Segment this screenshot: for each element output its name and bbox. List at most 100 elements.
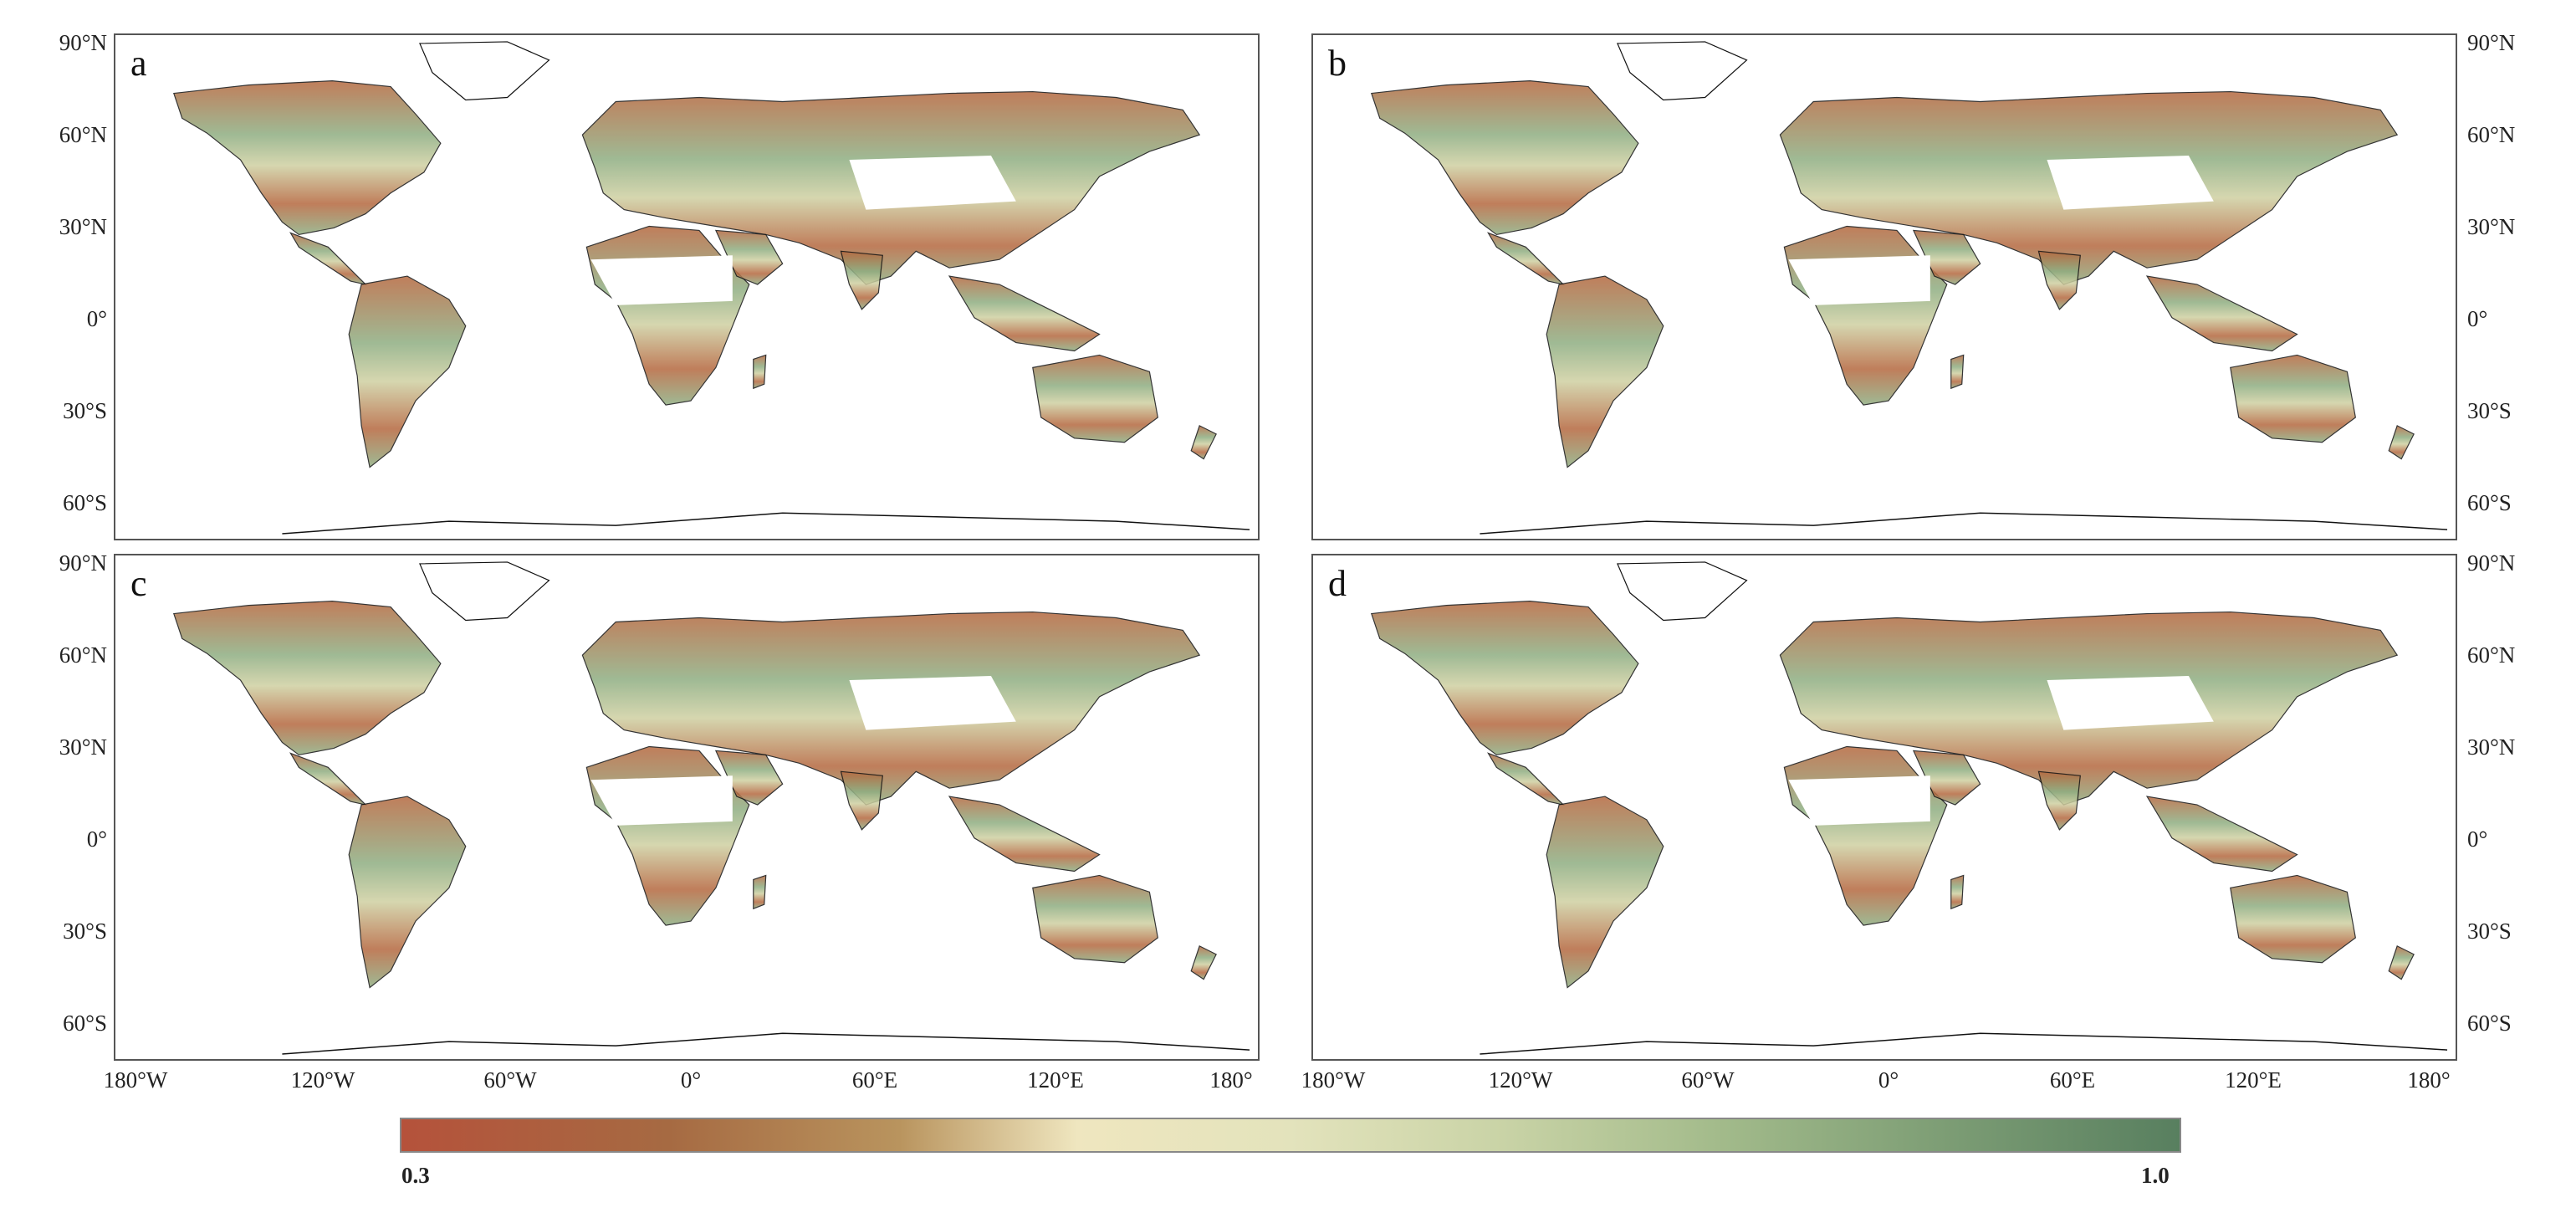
map-panel-d: d bbox=[1311, 554, 2457, 1061]
continent-south-america bbox=[1546, 275, 1664, 468]
continent-new-zealand bbox=[2388, 425, 2415, 460]
lon-label-0: 0° bbox=[680, 1067, 702, 1093]
continent-central-america bbox=[289, 232, 367, 286]
continent-greenland bbox=[419, 41, 550, 101]
continent-madagascar bbox=[753, 874, 767, 910]
lat-label-30s: 30°S bbox=[63, 919, 107, 944]
continent-arabia bbox=[714, 750, 784, 806]
lat-label-60s: 60°S bbox=[63, 1011, 107, 1036]
no-data-area bbox=[849, 156, 1016, 210]
continent-se-asia bbox=[948, 796, 1101, 873]
panel-label: c bbox=[130, 563, 147, 604]
continent-north-america bbox=[1370, 80, 1639, 236]
continent-australia bbox=[1032, 354, 1159, 443]
continent-central-america bbox=[1487, 752, 1565, 806]
continent-madagascar bbox=[753, 354, 767, 390]
lat-label-90n: 90°N bbox=[2467, 30, 2516, 55]
continent-africa bbox=[585, 225, 750, 406]
lon-label-120w: 120°W bbox=[290, 1067, 355, 1093]
lat-label-0: 0° bbox=[2467, 306, 2488, 331]
lat-label-60n: 60°N bbox=[59, 642, 107, 668]
lat-label-60s: 60°S bbox=[63, 490, 107, 515]
world-map bbox=[172, 561, 1250, 1055]
lon-label-60e: 60°E bbox=[851, 1067, 898, 1093]
world-map bbox=[172, 41, 1250, 535]
continent-india bbox=[2037, 250, 2081, 310]
lon-label-180w: 180°W bbox=[1301, 1067, 1366, 1093]
lon-label-60w: 60°W bbox=[483, 1067, 537, 1093]
lat-label-60s: 60°S bbox=[2467, 490, 2512, 515]
map-panel-c: c bbox=[114, 554, 1260, 1061]
lat-label-30n: 30°N bbox=[59, 214, 107, 239]
lat-label-30n: 30°N bbox=[2467, 734, 2516, 760]
no-data-area bbox=[849, 676, 1016, 730]
continent-antarctica bbox=[1480, 512, 2448, 535]
continent-madagascar bbox=[1950, 354, 1965, 390]
continent-india bbox=[2037, 770, 2081, 831]
world-map bbox=[1370, 41, 2448, 535]
colorbar-max-label: 1.0 bbox=[2141, 1163, 2170, 1188]
continent-africa bbox=[585, 745, 750, 926]
continent-africa bbox=[1783, 225, 1948, 406]
continent-australia bbox=[1032, 874, 1159, 964]
lon-label-120e: 120°E bbox=[2225, 1067, 2282, 1093]
continent-se-asia bbox=[2145, 796, 2298, 873]
lat-label-30n: 30°N bbox=[59, 734, 107, 760]
lon-label-180: 180° bbox=[1209, 1067, 1253, 1093]
continent-africa bbox=[1783, 745, 1948, 926]
continent-north-america bbox=[172, 601, 442, 756]
continent-south-america bbox=[1546, 796, 1664, 989]
continent-arabia bbox=[714, 229, 784, 285]
lon-label-0: 0° bbox=[1878, 1067, 1899, 1093]
continent-australia bbox=[2230, 874, 2357, 964]
continent-south-america bbox=[348, 796, 467, 989]
lat-label-90n: 90°N bbox=[59, 550, 107, 576]
continent-new-zealand bbox=[1190, 425, 1217, 460]
no-data-area bbox=[590, 255, 733, 305]
lat-label-90n: 90°N bbox=[2467, 550, 2516, 576]
continent-greenland bbox=[1617, 41, 1748, 101]
no-data-area bbox=[2047, 676, 2214, 730]
continent-madagascar bbox=[1950, 874, 1965, 910]
continent-australia bbox=[2230, 354, 2357, 443]
panel-label: d bbox=[1328, 563, 1347, 604]
lat-label-60s: 60°S bbox=[2467, 1011, 2512, 1036]
lon-label-60e: 60°E bbox=[2049, 1067, 2096, 1093]
lon-label-120e: 120°E bbox=[1027, 1067, 1084, 1093]
no-data-area bbox=[1788, 255, 1930, 305]
continent-antarctica bbox=[282, 1032, 1250, 1055]
colorbar bbox=[400, 1118, 2181, 1153]
lat-label-30n: 30°N bbox=[2467, 214, 2516, 239]
world-map bbox=[1370, 561, 2448, 1055]
lat-label-0: 0° bbox=[86, 826, 107, 852]
lat-label-60n: 60°N bbox=[59, 122, 107, 147]
continent-arabia bbox=[1912, 229, 1981, 285]
continent-greenland bbox=[1617, 561, 1748, 622]
lon-label-180w: 180°W bbox=[103, 1067, 168, 1093]
lon-label-180: 180° bbox=[2407, 1067, 2451, 1093]
continent-india bbox=[840, 770, 883, 831]
continent-antarctica bbox=[1480, 1032, 2448, 1055]
lat-label-30s: 30°S bbox=[63, 398, 107, 423]
continent-india bbox=[840, 250, 883, 310]
continent-antarctica bbox=[282, 512, 1250, 535]
no-data-area bbox=[590, 775, 733, 826]
continent-central-america bbox=[289, 752, 367, 806]
continent-north-america bbox=[1370, 601, 1639, 756]
lat-label-0: 0° bbox=[86, 306, 107, 331]
map-panel-a: a bbox=[114, 33, 1260, 540]
lon-label-60w: 60°W bbox=[1681, 1067, 1735, 1093]
panel-label: b bbox=[1328, 43, 1347, 84]
continent-central-america bbox=[1487, 232, 1565, 286]
lat-label-0: 0° bbox=[2467, 826, 2488, 852]
continent-south-america bbox=[348, 275, 467, 468]
lon-label-120w: 120°W bbox=[1488, 1067, 1553, 1093]
lat-label-90n: 90°N bbox=[59, 30, 107, 55]
continent-se-asia bbox=[948, 275, 1101, 352]
continent-north-america bbox=[172, 80, 442, 236]
continent-arabia bbox=[1912, 750, 1981, 806]
panel-label: a bbox=[130, 43, 147, 84]
continent-new-zealand bbox=[1190, 945, 1217, 980]
lat-label-60n: 60°N bbox=[2467, 642, 2516, 668]
lat-label-30s: 30°S bbox=[2467, 398, 2512, 423]
